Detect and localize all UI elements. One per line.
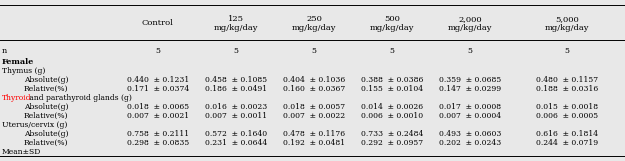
Text: Mean±SD: Mean±SD	[2, 148, 41, 156]
Text: 5: 5	[565, 47, 570, 55]
Text: 0.192  ± 0.0481: 0.192 ± 0.0481	[283, 139, 345, 147]
Text: Relative(%): Relative(%)	[24, 139, 68, 147]
Text: 0.018  ± 0.0057: 0.018 ± 0.0057	[283, 103, 345, 111]
Text: 0.015  ± 0.0018: 0.015 ± 0.0018	[536, 103, 598, 111]
Text: Thyroid: Thyroid	[2, 94, 31, 102]
Text: Absolute(g): Absolute(g)	[24, 103, 68, 111]
Text: 0.758  ± 0.2111: 0.758 ± 0.2111	[127, 130, 189, 138]
Text: 0.007  ± 0.0022: 0.007 ± 0.0022	[283, 112, 345, 120]
Text: 5: 5	[468, 47, 472, 55]
Text: 0.160  ± 0.0367: 0.160 ± 0.0367	[283, 85, 345, 93]
Text: 0.007  ± 0.0021: 0.007 ± 0.0021	[127, 112, 189, 120]
Text: 0.018  ± 0.0065: 0.018 ± 0.0065	[127, 103, 189, 111]
Text: 0.231  ± 0.0644: 0.231 ± 0.0644	[205, 139, 267, 147]
Text: 250
mg/kg/day: 250 mg/kg/day	[292, 15, 336, 32]
Text: 0.292  ± 0.0957: 0.292 ± 0.0957	[361, 139, 423, 147]
Text: 0.188  ± 0.0316: 0.188 ± 0.0316	[536, 85, 598, 93]
Text: 500
mg/kg/day: 500 mg/kg/day	[370, 15, 414, 32]
Text: Absolute(g): Absolute(g)	[24, 76, 68, 84]
Text: 0.006  ± 0.0005: 0.006 ± 0.0005	[536, 112, 598, 120]
Text: 0.017  ± 0.0008: 0.017 ± 0.0008	[439, 103, 501, 111]
Text: n: n	[2, 47, 7, 55]
Text: 0.458  ± 0.1085: 0.458 ± 0.1085	[205, 76, 267, 84]
Text: Female: Female	[2, 58, 34, 66]
Text: Relative(%): Relative(%)	[24, 112, 68, 120]
Text: 0.244  ± 0.0719: 0.244 ± 0.0719	[536, 139, 598, 147]
Text: 0.572  ± 0.1640: 0.572 ± 0.1640	[205, 130, 267, 138]
Text: 0.155  ± 0.0104: 0.155 ± 0.0104	[361, 85, 423, 93]
Text: 0.733  ± 0.2484: 0.733 ± 0.2484	[361, 130, 423, 138]
Text: Relative(%): Relative(%)	[24, 85, 68, 93]
Text: 0.480  ± 0.1157: 0.480 ± 0.1157	[536, 76, 598, 84]
Text: 0.016  ± 0.0023: 0.016 ± 0.0023	[205, 103, 267, 111]
Text: Thymus (g): Thymus (g)	[2, 67, 45, 75]
Text: 5: 5	[155, 47, 160, 55]
Text: 0.171  ± 0.0374: 0.171 ± 0.0374	[127, 85, 189, 93]
Text: 0.404  ± 0.1036: 0.404 ± 0.1036	[283, 76, 345, 84]
Text: 5: 5	[390, 47, 395, 55]
Text: 0.007  ± 0.0004: 0.007 ± 0.0004	[439, 112, 501, 120]
Text: 0.616  ± 0.1814: 0.616 ± 0.1814	[536, 130, 598, 138]
Text: 0.186  ± 0.0491: 0.186 ± 0.0491	[205, 85, 267, 93]
Text: 125
mg/kg/day: 125 mg/kg/day	[214, 15, 258, 32]
Text: 5: 5	[234, 47, 239, 55]
Text: 0.388  ± 0.0386: 0.388 ± 0.0386	[361, 76, 423, 84]
Text: 0.007  ± 0.0011: 0.007 ± 0.0011	[205, 112, 267, 120]
Text: 0.440  ± 0.1231: 0.440 ± 0.1231	[127, 76, 189, 84]
Text: Uterus/cervix (g): Uterus/cervix (g)	[2, 121, 68, 129]
Text: 0.014  ± 0.0026: 0.014 ± 0.0026	[361, 103, 423, 111]
Text: 5: 5	[311, 47, 316, 55]
Text: 2,000
mg/kg/day: 2,000 mg/kg/day	[448, 15, 493, 32]
Text: 0.493  ± 0.0603: 0.493 ± 0.0603	[439, 130, 501, 138]
Text: 0.478  ± 0.1176: 0.478 ± 0.1176	[283, 130, 345, 138]
Text: 5,000
mg/kg/day: 5,000 mg/kg/day	[545, 15, 589, 32]
Text: 0.147  ± 0.0299: 0.147 ± 0.0299	[439, 85, 501, 93]
Text: 0.006  ± 0.0010: 0.006 ± 0.0010	[361, 112, 423, 120]
Text: Absolute(g): Absolute(g)	[24, 130, 68, 138]
Text: Control: Control	[142, 19, 174, 27]
Text: 0.298  ± 0.0835: 0.298 ± 0.0835	[127, 139, 189, 147]
Text: and parathyroid glands (g): and parathyroid glands (g)	[27, 94, 132, 102]
Text: 0.202  ± 0.0243: 0.202 ± 0.0243	[439, 139, 501, 147]
Text: 0.359  ± 0.0685: 0.359 ± 0.0685	[439, 76, 501, 84]
